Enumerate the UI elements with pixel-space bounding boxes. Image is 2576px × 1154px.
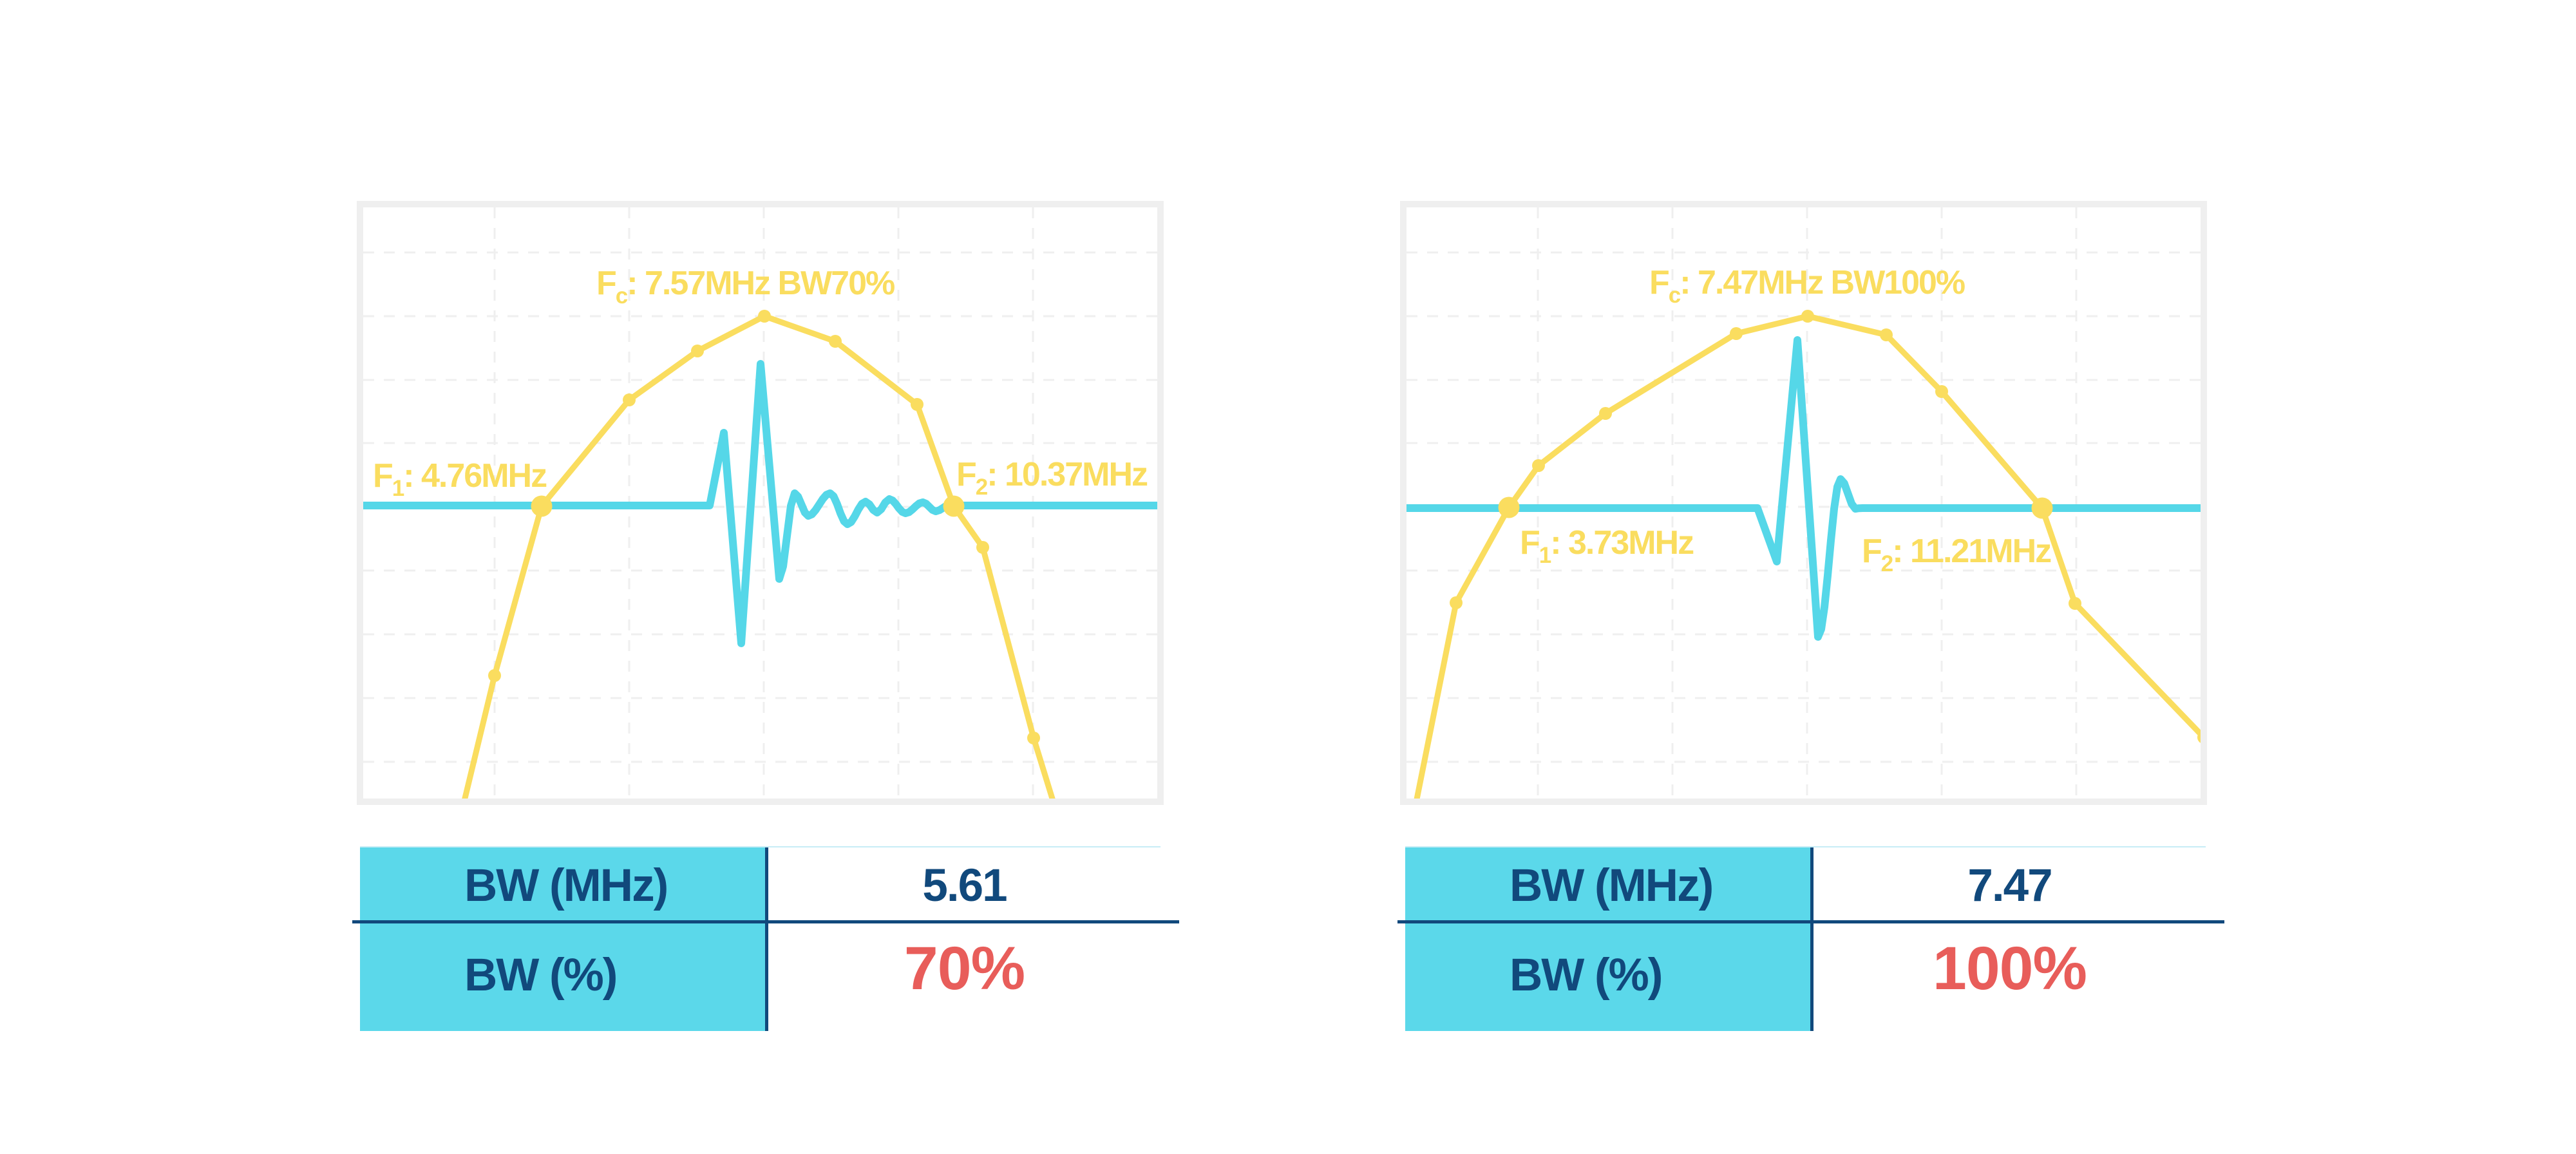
bandwidth-table-right: BW (MHz) 7.47 BW (%) 100% <box>1397 846 2228 1034</box>
f1-label: F1: 4.76MHz <box>373 457 547 501</box>
table-column-divider <box>765 847 768 1031</box>
table-header-column <box>360 847 765 1031</box>
table-top-border <box>360 846 1160 847</box>
f1-label-subscript: 1 <box>1539 543 1551 568</box>
table-column-divider <box>1810 847 1814 1031</box>
bandwidth-chart-70pct: Fc: 7.57MHz BW70% F1: 4.76MHz F2: 10.37MHz <box>357 201 1164 805</box>
spectrum-marker <box>488 669 501 682</box>
plot-area <box>363 207 1157 799</box>
f1-label-subscript: 1 <box>392 476 404 501</box>
bw-mhz-label-text: BW (MHz) <box>1510 860 1714 911</box>
spectrum-marker <box>1935 385 1948 398</box>
f2-label-value: : 10.37MHz <box>987 456 1148 493</box>
spectrum-marker <box>1730 327 1743 340</box>
spectrum-marker <box>829 335 842 348</box>
bw-percent-value-text: 100% <box>1933 934 2087 1003</box>
spectrum-marker <box>1599 407 1612 420</box>
spectrum-marker <box>1801 310 1814 323</box>
bandwidth-chart-100pct: Fc: 7.47MHz BW100% F1: 3.73MHz F2: 11.21MH… <box>1400 201 2207 805</box>
bw-mhz-value: 7.47 <box>1814 849 2206 922</box>
bw-percent-label-text: BW (%) <box>464 950 618 1001</box>
f2-label-subscript: 2 <box>976 475 988 500</box>
plot-frame <box>1400 201 2207 805</box>
f2-label: F2: 10.37MHz <box>956 456 1148 500</box>
spectrum-marker <box>1880 328 1893 341</box>
bw-mhz-label: BW (MHz) <box>1405 849 1810 922</box>
table-row-divider <box>1397 920 2224 923</box>
f2-label-value: : 11.21MHz <box>1892 533 2051 570</box>
table-header-column <box>1405 847 1810 1031</box>
f1-label-value: : 3.73MHz <box>1550 524 1694 562</box>
bw-mhz-value-text: 7.47 <box>1967 860 2052 911</box>
f2-label-subscript: 2 <box>1881 551 1893 576</box>
spectrum-curve <box>462 313 1056 799</box>
fc-label-value: : 7.47MHz BW100% <box>1680 264 1965 301</box>
table-row-divider <box>352 920 1179 923</box>
bw-mhz-label-text: BW (MHz) <box>464 860 668 911</box>
f1-label: F1: 3.73MHz <box>1520 524 1694 568</box>
crossing-marker <box>1498 497 1520 518</box>
crossing-marker <box>943 495 965 517</box>
spectrum-marker <box>758 310 771 323</box>
pulse-waveform <box>363 360 1157 647</box>
spectrum-marker <box>1450 596 1463 609</box>
plot-area <box>1406 207 2201 799</box>
spectrum-marker <box>691 345 704 357</box>
crossing-marker <box>2031 497 2053 519</box>
pulse-waveform <box>1406 336 2201 641</box>
fc-label-subscript: c <box>616 283 628 308</box>
bw-percent-label-text: BW (%) <box>1510 950 1663 1001</box>
spectrum-marker <box>1532 459 1545 472</box>
bandwidth-table-left: BW (MHz) 5.61 BW (%) 70% <box>352 846 1183 1034</box>
spectrum-marker <box>976 541 989 554</box>
fc-label: Fc: 7.57MHz BW70% <box>596 265 895 308</box>
fc-label: Fc: 7.47MHz BW100% <box>1649 264 1965 308</box>
f1-label-value: : 4.76MHz <box>403 457 547 495</box>
spectrum-marker <box>2197 732 2201 743</box>
bw-percent-value: 100% <box>1814 915 2206 1023</box>
spectrum-marker <box>2069 597 2081 610</box>
bw-percent-label: BW (%) <box>1405 922 1810 1029</box>
spectrum-curve <box>1414 313 2201 799</box>
spectrum-marker <box>1027 732 1040 744</box>
bw-percent-label: BW (%) <box>360 922 765 1029</box>
spectrum-marker <box>911 398 923 411</box>
fc-label-value: : 7.57MHz BW70% <box>627 265 895 302</box>
f2-label: F2: 11.21MHz <box>1862 533 2051 576</box>
bw-mhz-label: BW (MHz) <box>360 849 765 922</box>
table-top-border <box>1405 846 2206 847</box>
crossing-marker <box>531 495 553 517</box>
fc-label-subscript: c <box>1669 283 1681 308</box>
bw-percent-value: 70% <box>768 915 1160 1023</box>
spectrum-marker <box>623 393 636 406</box>
bw-mhz-value-text: 5.61 <box>922 860 1007 911</box>
bw-percent-value-text: 70% <box>904 934 1025 1003</box>
bw-mhz-value: 5.61 <box>768 849 1160 922</box>
